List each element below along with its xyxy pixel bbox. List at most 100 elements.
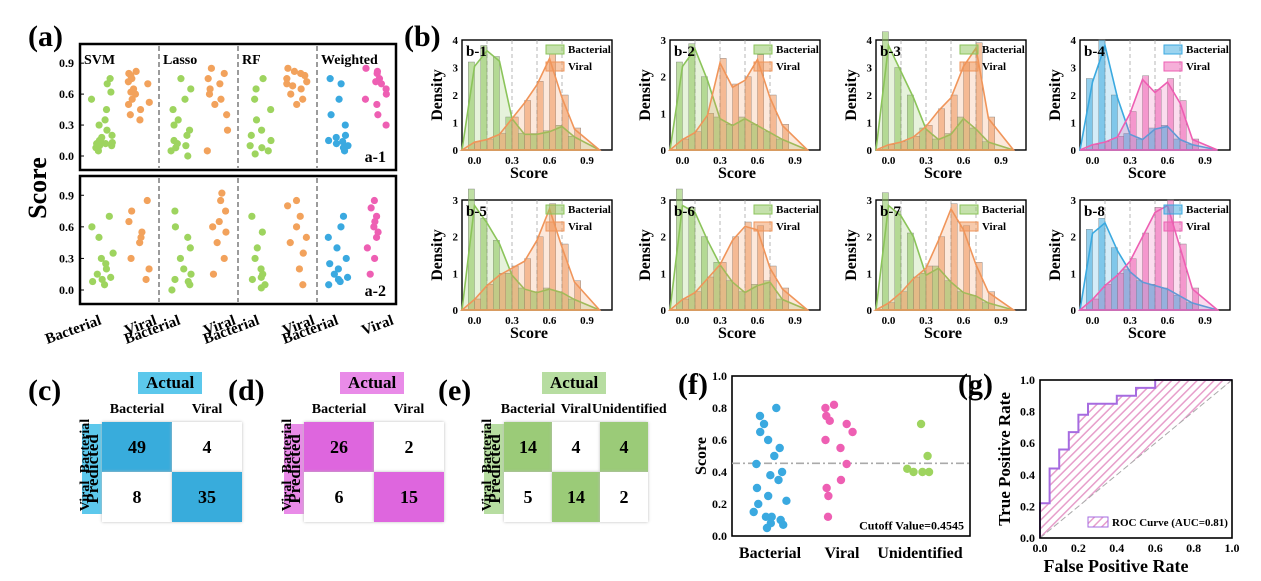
- panel-f-chart: 0.0 0.2 0.4 0.6 0.8 1.0 Bacterial Viral Unidenti…: [693, 369, 971, 562]
- panel-a-point: [209, 270, 218, 278]
- panel-b-legend-text: Viral: [776, 61, 800, 73]
- panel-b-xtick: 0.9: [580, 155, 594, 167]
- panel-a-point: [170, 136, 178, 145]
- panel-b-density-bacterial: [461, 203, 600, 311]
- panel-b-xtick: 0.0: [676, 315, 690, 327]
- panel-a-point: [106, 75, 114, 83]
- row-label: Viral: [280, 480, 295, 512]
- panel-b-xtick: 0.3: [505, 315, 519, 327]
- panel-b-legend-text: Viral: [568, 221, 592, 233]
- panel-f-point: [766, 519, 776, 528]
- panel-a-point: [127, 254, 135, 263]
- panel-f-point: [772, 403, 781, 413]
- panel-b-title: b-8: [1084, 204, 1105, 220]
- panel-a-point: [299, 249, 307, 257]
- panel-b-ytick: 3: [453, 63, 459, 75]
- panel-a-point: [108, 131, 116, 139]
- panel-b-legend-swatch: [753, 44, 773, 55]
- panel-a-point: [337, 80, 345, 88]
- panel-f-point: [836, 475, 846, 485]
- panel-label-f: (f): [678, 368, 708, 401]
- panel-a-point: [382, 121, 390, 129]
- panel-f-point: [821, 435, 830, 445]
- panel-label-a: (a): [28, 20, 63, 53]
- panel-a-point: [299, 281, 307, 289]
- panel-b-title: b-3: [880, 44, 901, 60]
- panel-a-point: [124, 100, 133, 109]
- panel-a-point: [252, 116, 261, 124]
- panel-b-ytick: 1: [661, 108, 667, 120]
- panel-b-legend-swatch: [753, 204, 773, 215]
- panel-a-point: [370, 196, 378, 205]
- panel-g-xtick: 0.8: [1186, 541, 1201, 555]
- panel-b-ylabel: Density: [637, 229, 654, 281]
- panel-g-xtick: 1.0: [1225, 541, 1240, 555]
- panel-b-xtick: 0.6: [543, 155, 557, 167]
- panel-a-point: [247, 131, 255, 139]
- panel-a-subtag: a-2: [365, 283, 386, 300]
- panel-a-point: [293, 100, 301, 109]
- panel-b-ytick: 2: [1071, 232, 1077, 244]
- panel-b-density-bacterial: [669, 204, 808, 311]
- panel-b-ytick: 2: [867, 232, 873, 244]
- panel-a-point: [128, 207, 136, 215]
- panel-a-point: [215, 217, 223, 226]
- panel-b-ytick: 0: [453, 305, 459, 317]
- panel-a-xtick: Bacterial: [43, 313, 103, 348]
- panel-b-xlabel: Score: [1128, 325, 1166, 342]
- matrix-cell: 35: [172, 472, 242, 522]
- panel-a-point: [264, 147, 272, 155]
- panel-b-ytick: 1: [867, 268, 873, 280]
- panel-a-point: [374, 111, 382, 119]
- panel-b-legend-text: Viral: [982, 61, 1006, 73]
- panel-b-ylabel: Density: [429, 229, 446, 281]
- panel-b-density-viral: [875, 46, 1016, 151]
- panel-a-point: [267, 136, 275, 145]
- panel-label-g: (g): [958, 368, 993, 401]
- panel-b-ytick: 3: [661, 195, 667, 207]
- panel-b-density-bacterial: [1079, 221, 1218, 311]
- panel-b-xtick: 0.6: [1161, 315, 1175, 327]
- actual-header: Actual: [340, 372, 405, 394]
- panel-a-point: [248, 275, 256, 284]
- panel-b-xtick: 0.0: [468, 155, 482, 167]
- panel-a-point: [206, 85, 214, 93]
- panel-a-point: [217, 95, 225, 103]
- panel-a-point: [258, 144, 266, 152]
- matrix-cell: 6: [304, 472, 374, 522]
- panel-b-legend-text: Bacterial: [1186, 204, 1229, 216]
- panel-f-point: [842, 419, 851, 429]
- panel-a-point: [326, 75, 334, 83]
- panel-a-point: [257, 265, 265, 273]
- panel-b-xlabel: Score: [718, 165, 756, 182]
- panel-b-xtick: 0.0: [1086, 155, 1100, 167]
- panel-a-point: [87, 95, 96, 103]
- panel-f-point: [774, 475, 783, 485]
- panel-b-ytick: 0: [867, 145, 873, 157]
- panel-b-ytick: 0: [1071, 145, 1077, 157]
- panel-f-cutoff-text: Cutoff Value=0.4545: [859, 519, 964, 533]
- panel-a-point: [248, 212, 256, 220]
- panel-a-xtick: Viral: [360, 313, 396, 339]
- panel-f-point: [777, 467, 787, 477]
- panel-a-point: [184, 277, 192, 286]
- panel-a-method-label: Lasso: [163, 53, 197, 68]
- panel-b-title: b-2: [674, 44, 695, 60]
- panel-b-xtick: 0.3: [919, 155, 933, 167]
- panel-a-point: [332, 140, 341, 148]
- panel-a-point: [103, 126, 111, 134]
- panel-a-point: [132, 67, 140, 76]
- panel-a-point: [220, 254, 228, 263]
- panel-b-xtick: 0.0: [1086, 315, 1100, 327]
- panel-a-point: [88, 223, 96, 231]
- panel-a-point: [143, 196, 151, 205]
- panel-f-point: [756, 427, 765, 437]
- panel-b-ytick: 1: [867, 118, 873, 130]
- panel-a-point: [174, 116, 182, 124]
- panel-f-ylabel: Score: [693, 437, 710, 475]
- panel-a-point: [324, 233, 332, 241]
- panel-f-point: [821, 403, 830, 413]
- panel-a-point: [184, 233, 192, 241]
- panel-a-point: [339, 212, 348, 220]
- panel-a-point: [129, 85, 138, 93]
